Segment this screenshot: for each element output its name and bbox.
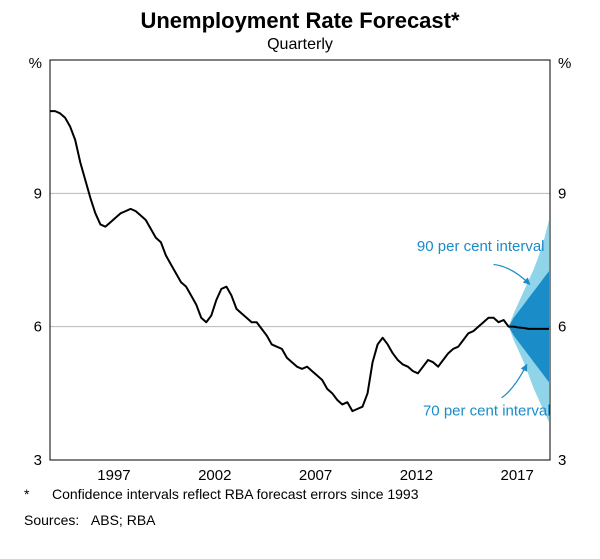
footnote-text: Confidence intervals reflect RBA forecas… bbox=[52, 486, 419, 502]
svg-text:9: 9 bbox=[558, 185, 566, 202]
svg-text:90 per cent interval: 90 per cent interval bbox=[417, 238, 545, 255]
footnote-marker: * bbox=[24, 486, 52, 502]
svg-text:6: 6 bbox=[558, 319, 566, 336]
svg-text:9: 9 bbox=[34, 185, 42, 202]
footnote: *Confidence intervals reflect RBA foreca… bbox=[24, 486, 419, 502]
chart-title: Unemployment Rate Forecast* bbox=[0, 8, 600, 34]
chart-frame: Unemployment Rate Forecast* Quarterly 90… bbox=[0, 0, 600, 559]
sources-text: ABS; RBA bbox=[91, 512, 156, 528]
chart-svg: 90 per cent interval 70 per cent interval… bbox=[50, 60, 550, 460]
plot-area: 90 per cent interval 70 per cent interval… bbox=[50, 60, 550, 460]
chart-subtitle: Quarterly bbox=[0, 36, 600, 54]
svg-text:1997: 1997 bbox=[97, 467, 130, 484]
svg-text:2007: 2007 bbox=[299, 467, 332, 484]
svg-text:2012: 2012 bbox=[400, 467, 433, 484]
sources-label: Sources: bbox=[24, 512, 79, 528]
svg-text:3: 3 bbox=[558, 452, 566, 469]
svg-text:%: % bbox=[558, 55, 571, 72]
svg-text:6: 6 bbox=[34, 319, 42, 336]
svg-text:70 per cent interval: 70 per cent interval bbox=[423, 403, 551, 420]
svg-text:%: % bbox=[29, 55, 42, 72]
sources: Sources: ABS; RBA bbox=[24, 512, 156, 528]
svg-text:2017: 2017 bbox=[500, 467, 533, 484]
svg-text:3: 3 bbox=[34, 452, 42, 469]
svg-text:2002: 2002 bbox=[198, 467, 231, 484]
